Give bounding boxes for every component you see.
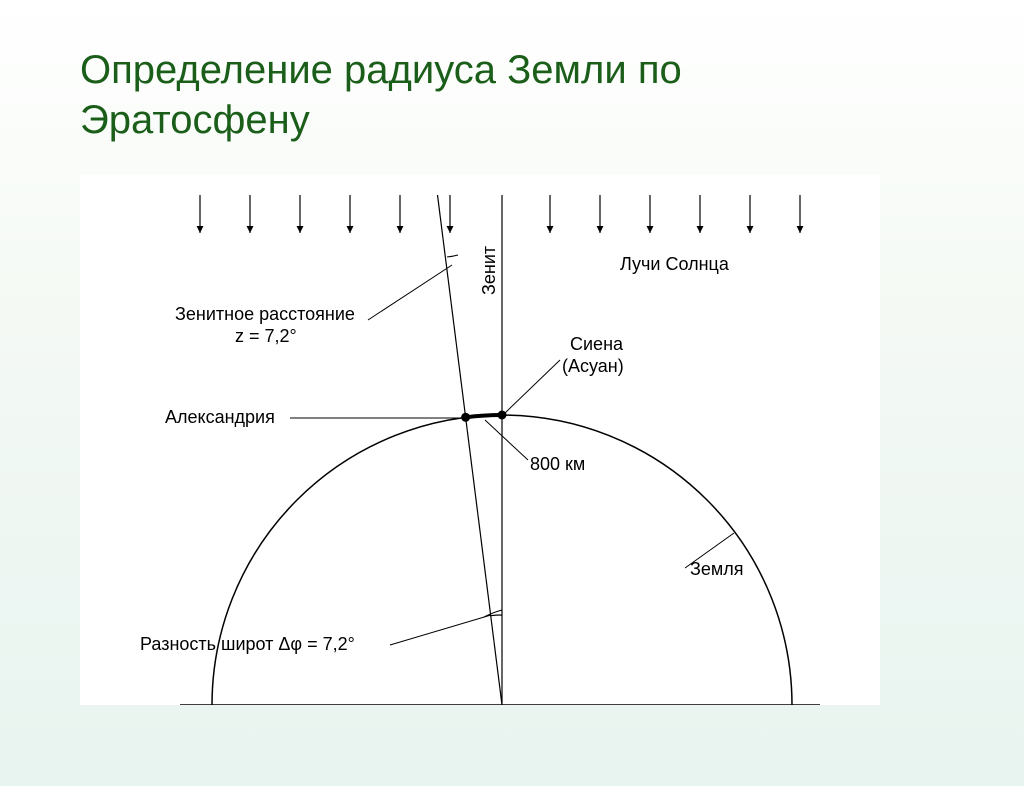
- alexandria-point: [461, 413, 470, 422]
- syene-label-2: (Асуан): [562, 356, 624, 376]
- sun-rays-label: Лучи Солнца: [620, 254, 730, 274]
- title-line-1: Определение радиуса Земли по: [80, 48, 682, 92]
- lat-diff-leader: [390, 615, 491, 645]
- delta-phi-arc: [491, 615, 502, 616]
- slide: Определение радиуса Земли по Эратосфену: [0, 0, 1024, 786]
- title-line-2: Эратосфену: [80, 98, 310, 142]
- sun-rays-group: [200, 195, 800, 233]
- distance-label: 800 км: [530, 454, 585, 474]
- zenith-distance-label-2: z = 7,2°: [235, 326, 297, 346]
- zenith-distance-leader: [368, 265, 452, 320]
- city-distance-arc: [466, 415, 502, 417]
- alexandria-label: Александрия: [165, 407, 275, 427]
- syene-label-1: Сиена: [570, 334, 624, 354]
- zenith-label: Зенит: [479, 246, 499, 295]
- syene-leader: [505, 360, 560, 413]
- lat-diff-label: Разность широт Δφ = 7,2°: [140, 634, 355, 654]
- zenith-angle-arc: [447, 255, 458, 257]
- zenith-distance-label-1: Зенитное расстояние: [175, 304, 355, 324]
- syene-point: [498, 411, 507, 420]
- earth-label: Земля: [690, 559, 744, 579]
- distance-leader: [485, 420, 528, 460]
- slide-title: Определение радиуса Земли по Эратосфену: [80, 45, 682, 145]
- diagram-svg: Зенит Лучи Солнца Зенитное расстояние z …: [80, 175, 880, 705]
- diagram: Зенит Лучи Солнца Зенитное расстояние z …: [80, 175, 880, 705]
